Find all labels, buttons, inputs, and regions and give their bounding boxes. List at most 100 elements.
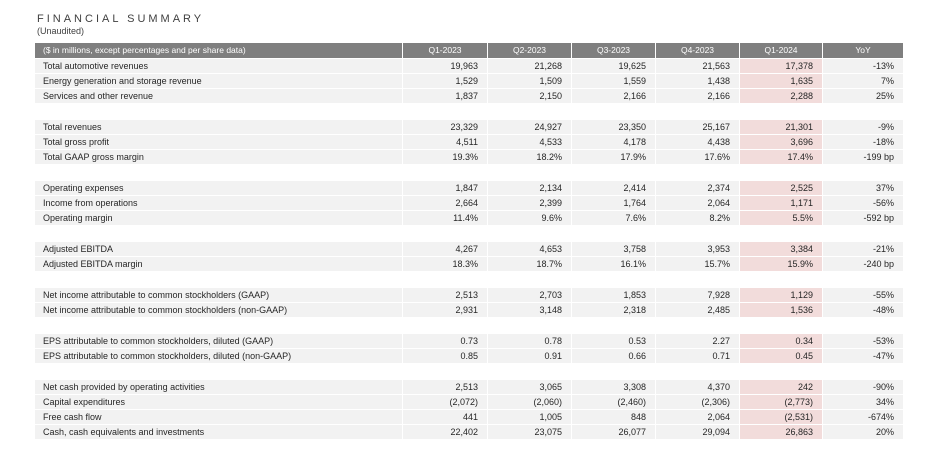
value-cell: 9.6%	[488, 211, 572, 225]
page-title: FINANCIAL SUMMARY	[37, 13, 205, 25]
yoy-value-cell: -53%	[823, 334, 903, 348]
section-spacer	[35, 165, 903, 181]
table-row: Net income attributable to common stockh…	[35, 288, 903, 302]
value-cell: 29,094	[656, 425, 740, 439]
value-cell: 17,378	[740, 59, 823, 73]
value-cell: 17.6%	[656, 150, 740, 164]
value-cell: 2,134	[488, 181, 572, 195]
table-row: Total gross profit 4,511 4,533 4,178 4,438 3,…	[35, 135, 903, 149]
value-cell: 0.73	[403, 334, 488, 348]
value-cell: 1,853	[572, 288, 656, 302]
value-cell: 17.9%	[572, 150, 656, 164]
value-cell: 2,703	[488, 288, 572, 302]
row-label-cell: Income from operations	[35, 196, 403, 210]
value-cell: 242	[740, 380, 823, 394]
value-cell: 21,301	[740, 120, 823, 134]
value-cell: 2,399	[488, 196, 572, 210]
value-cell: 2,288	[740, 89, 823, 103]
value-cell: 11.4%	[403, 211, 488, 225]
table-row: Operating expenses 1,847 2,134 2,414 2,374 2,…	[35, 181, 903, 195]
page-subtitle: (Unaudited)	[37, 26, 85, 36]
value-cell: 5.5%	[740, 211, 823, 225]
value-cell: 4,267	[403, 242, 488, 256]
value-cell: 2,318	[572, 303, 656, 317]
yoy-value-cell: -48%	[823, 303, 903, 317]
value-cell: 0.45	[740, 349, 823, 363]
header-col-q4-2023: Q4-2023	[656, 43, 740, 58]
table-row: Total GAAP gross margin 19.3% 18.2% 17.9% 17…	[35, 150, 903, 164]
table-row: Total revenues 23,329 24,927 23,350 25,167 21…	[35, 120, 903, 134]
row-label-cell: Total revenues	[35, 120, 403, 134]
value-cell: (2,773)	[740, 395, 823, 409]
yoy-value-cell: 37%	[823, 181, 903, 195]
row-label-cell: Total gross profit	[35, 135, 403, 149]
value-cell: 1,129	[740, 288, 823, 302]
table-row: Operating margin 11.4% 9.6% 7.6% 8.2% 5.5% -59…	[35, 211, 903, 225]
yoy-value-cell: -55%	[823, 288, 903, 302]
header-col-yoy: YoY	[823, 43, 903, 58]
value-cell: 21,563	[656, 59, 740, 73]
value-cell: 18.2%	[488, 150, 572, 164]
value-cell: 1,764	[572, 196, 656, 210]
value-cell: 7.6%	[572, 211, 656, 225]
value-cell: 2,166	[572, 89, 656, 103]
table-header-row: ($ in millions, except percentages and p…	[35, 43, 903, 58]
value-cell: 18.7%	[488, 257, 572, 271]
table-row: Capital expenditures (2,072) (2,060) (2,460…	[35, 395, 903, 409]
value-cell: 3,384	[740, 242, 823, 256]
row-label-cell: Adjusted EBITDA margin	[35, 257, 403, 271]
value-cell: 1,005	[488, 410, 572, 424]
row-label-cell: Capital expenditures	[35, 395, 403, 409]
row-label-cell: Operating expenses	[35, 181, 403, 195]
value-cell: 19,625	[572, 59, 656, 73]
value-cell: 2,513	[403, 288, 488, 302]
value-cell: 2,064	[656, 196, 740, 210]
value-cell: 4,653	[488, 242, 572, 256]
value-cell: 0.91	[488, 349, 572, 363]
value-cell: 2,931	[403, 303, 488, 317]
value-cell: 4,178	[572, 135, 656, 149]
value-cell: 1,837	[403, 89, 488, 103]
value-cell: 25,167	[656, 120, 740, 134]
table-row: Net cash provided by operating activitie…	[35, 380, 903, 394]
value-cell: 2,064	[656, 410, 740, 424]
value-cell: 19,963	[403, 59, 488, 73]
value-cell: 4,533	[488, 135, 572, 149]
row-label-cell: Net income attributable to common stockh…	[35, 288, 403, 302]
value-cell: 2,513	[403, 380, 488, 394]
value-cell: 21,268	[488, 59, 572, 73]
table-row: Cash, cash equivalents and investments 22…	[35, 425, 903, 439]
value-cell: 848	[572, 410, 656, 424]
value-cell: 7,928	[656, 288, 740, 302]
yoy-value-cell: -21%	[823, 242, 903, 256]
value-cell: 24,927	[488, 120, 572, 134]
value-cell: 2,485	[656, 303, 740, 317]
yoy-value-cell: 20%	[823, 425, 903, 439]
value-cell: 17.4%	[740, 150, 823, 164]
table-row: Adjusted EBITDA 4,267 4,653 3,758 3,953 3,384…	[35, 242, 903, 256]
yoy-value-cell: -18%	[823, 135, 903, 149]
value-cell: 0.71	[656, 349, 740, 363]
value-cell: 23,329	[403, 120, 488, 134]
value-cell: 23,075	[488, 425, 572, 439]
value-cell: 22,402	[403, 425, 488, 439]
row-label-cell: Cash, cash equivalents and investments	[35, 425, 403, 439]
value-cell: 0.34	[740, 334, 823, 348]
section-spacer	[35, 318, 903, 334]
value-cell: 0.66	[572, 349, 656, 363]
row-label-cell: EPS attributable to common stockholders,…	[35, 349, 403, 363]
value-cell: 1,509	[488, 74, 572, 88]
row-label-cell: Total automotive revenues	[35, 59, 403, 73]
section-spacer	[35, 226, 903, 242]
table-row: Total automotive revenues 19,963 21,268 19,…	[35, 59, 903, 73]
table-row: Energy generation and storage revenue 1,5…	[35, 74, 903, 88]
value-cell: 4,438	[656, 135, 740, 149]
value-cell: 2.27	[656, 334, 740, 348]
yoy-value-cell: -90%	[823, 380, 903, 394]
yoy-value-cell: -56%	[823, 196, 903, 210]
table-row: Services and other revenue 1,837 2,150 2,16…	[35, 89, 903, 103]
header-col-q2-2023: Q2-2023	[488, 43, 572, 58]
value-cell: 26,863	[740, 425, 823, 439]
value-cell: 3,696	[740, 135, 823, 149]
value-cell: 3,953	[656, 242, 740, 256]
